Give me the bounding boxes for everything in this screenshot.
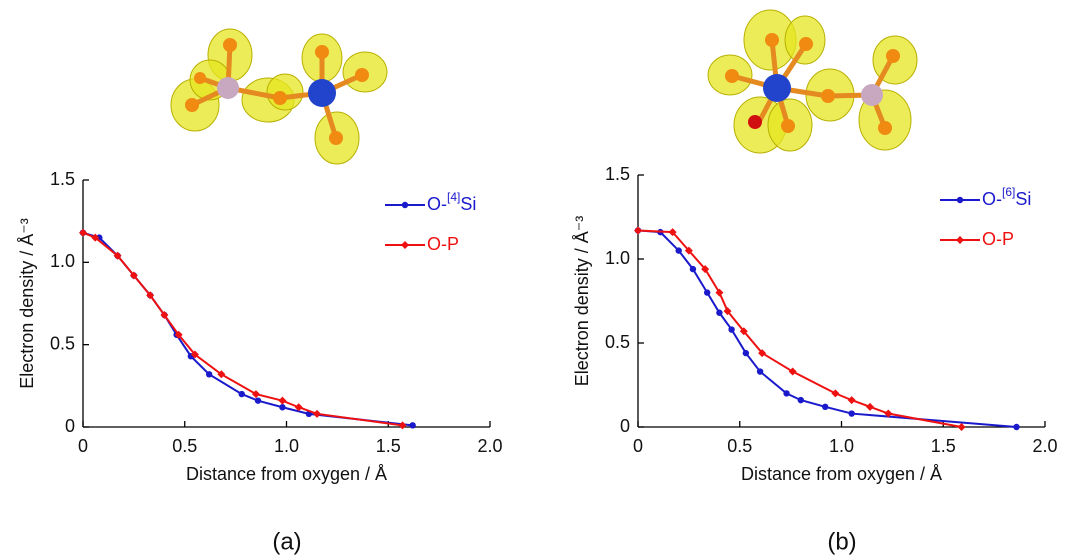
x-axis-label: Distance from oxygen / Å: [186, 464, 387, 484]
x-tick-label: 0.5: [727, 436, 752, 456]
marker: [1013, 424, 1019, 430]
legend-marker: [401, 241, 409, 249]
marker: [398, 421, 406, 429]
marker: [743, 350, 749, 356]
series-line: [83, 233, 413, 426]
marker: [848, 410, 854, 416]
y-tick-label: 0.5: [605, 332, 630, 352]
legend-label: O-[6]Si: [982, 185, 1031, 209]
legend-label: O-P: [427, 234, 459, 254]
marker: [252, 390, 260, 398]
marker: [676, 247, 682, 253]
y-axis-label: Electron density / Å⁻³: [572, 216, 592, 387]
legend-marker: [402, 202, 408, 208]
legend-marker: [957, 197, 963, 203]
marker: [831, 389, 839, 397]
marker: [798, 397, 804, 403]
marker: [757, 368, 763, 374]
marker: [866, 403, 874, 411]
legend-marker: [956, 236, 964, 244]
marker: [255, 397, 261, 403]
x-tick-label: 0: [78, 436, 88, 456]
molecule-b: [708, 10, 917, 153]
marker: [690, 266, 696, 272]
y-tick-label: 0: [65, 416, 75, 436]
figure: 0 0.5 1.0 1.5 2.0 0 0.5 1.0 1.5 Distance from oxy…: [0, 0, 1070, 558]
legend-label: O-[4]Si: [427, 190, 476, 214]
x-tick-label: 2.0: [477, 436, 502, 456]
x-tick-label: 1.0: [829, 436, 854, 456]
marker: [239, 391, 245, 397]
molecule-a: [171, 29, 387, 164]
x-tick-label: 2.0: [1032, 436, 1057, 456]
x-tick-label: 1.0: [274, 436, 299, 456]
y-tick-label: 0: [620, 416, 630, 436]
y-tick-label: 0.5: [50, 333, 75, 353]
marker: [848, 396, 856, 404]
x-tick-label: 0: [633, 436, 643, 456]
marker: [822, 404, 828, 410]
x-tick-label: 1.5: [376, 436, 401, 456]
y-tick-label: 1.0: [605, 248, 630, 268]
x-tick-label: 0.5: [172, 436, 197, 456]
y-axis-label: Electron density / Å⁻³: [17, 218, 37, 389]
x-axis-label: Distance from oxygen / Å: [741, 464, 942, 484]
caption: (b): [827, 528, 856, 555]
x-tick-label: 1.5: [931, 436, 956, 456]
series-line: [638, 230, 1017, 427]
y-tick-label: 1.0: [50, 251, 75, 271]
marker: [278, 397, 286, 405]
marker: [79, 229, 87, 237]
marker: [783, 390, 789, 396]
marker: [958, 423, 966, 431]
marker: [409, 422, 415, 428]
marker: [313, 410, 321, 418]
marker: [704, 289, 710, 295]
y-tick-label: 1.5: [605, 164, 630, 184]
marker: [206, 371, 212, 377]
marker: [279, 404, 285, 410]
caption: (a): [272, 528, 301, 555]
marker: [634, 226, 642, 234]
marker: [716, 310, 722, 316]
y-tick-label: 1.5: [50, 169, 75, 189]
marker: [728, 326, 734, 332]
legend-label: O-P: [982, 229, 1014, 249]
